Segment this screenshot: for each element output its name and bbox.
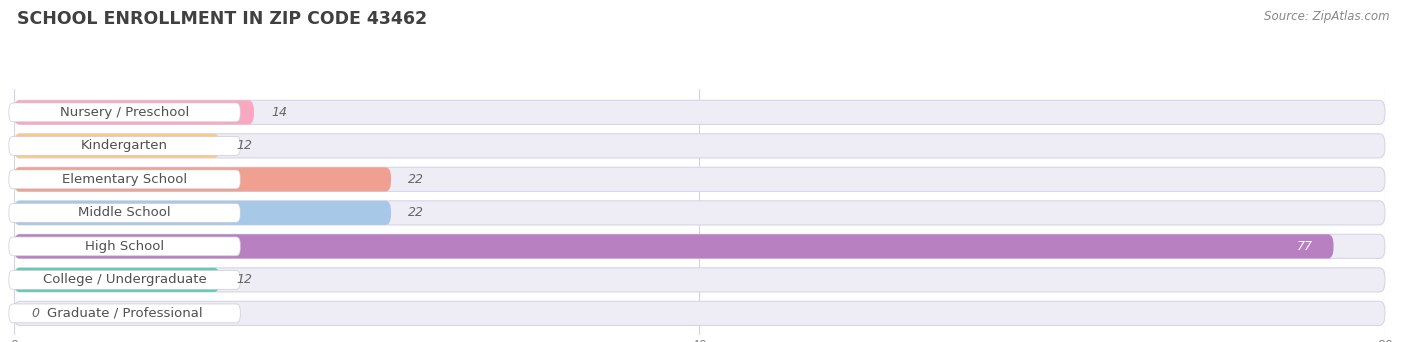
Text: College / Undergraduate: College / Undergraduate bbox=[42, 273, 207, 286]
FancyBboxPatch shape bbox=[14, 234, 1333, 259]
Text: 0: 0 bbox=[31, 307, 39, 320]
FancyBboxPatch shape bbox=[14, 100, 1385, 124]
FancyBboxPatch shape bbox=[14, 201, 1385, 225]
Text: 12: 12 bbox=[236, 273, 253, 286]
FancyBboxPatch shape bbox=[14, 100, 254, 124]
FancyBboxPatch shape bbox=[14, 201, 391, 225]
FancyBboxPatch shape bbox=[14, 167, 1385, 192]
FancyBboxPatch shape bbox=[14, 134, 1385, 158]
FancyBboxPatch shape bbox=[14, 167, 391, 192]
Text: Kindergarten: Kindergarten bbox=[82, 140, 169, 153]
Text: 12: 12 bbox=[236, 140, 253, 153]
Text: Nursery / Preschool: Nursery / Preschool bbox=[60, 106, 190, 119]
FancyBboxPatch shape bbox=[8, 271, 240, 289]
Text: 22: 22 bbox=[408, 206, 425, 219]
Text: High School: High School bbox=[84, 240, 165, 253]
Text: 22: 22 bbox=[408, 173, 425, 186]
Text: 77: 77 bbox=[1296, 240, 1313, 253]
Text: Elementary School: Elementary School bbox=[62, 173, 187, 186]
Text: Middle School: Middle School bbox=[79, 206, 172, 219]
FancyBboxPatch shape bbox=[8, 237, 240, 256]
FancyBboxPatch shape bbox=[14, 268, 219, 292]
FancyBboxPatch shape bbox=[14, 301, 1385, 326]
Text: Graduate / Professional: Graduate / Professional bbox=[46, 307, 202, 320]
FancyBboxPatch shape bbox=[8, 136, 240, 155]
FancyBboxPatch shape bbox=[14, 234, 1385, 259]
FancyBboxPatch shape bbox=[8, 170, 240, 189]
FancyBboxPatch shape bbox=[8, 103, 240, 122]
Text: SCHOOL ENROLLMENT IN ZIP CODE 43462: SCHOOL ENROLLMENT IN ZIP CODE 43462 bbox=[17, 10, 427, 28]
FancyBboxPatch shape bbox=[14, 134, 219, 158]
FancyBboxPatch shape bbox=[8, 304, 240, 323]
Text: 14: 14 bbox=[271, 106, 287, 119]
FancyBboxPatch shape bbox=[14, 268, 1385, 292]
Text: Source: ZipAtlas.com: Source: ZipAtlas.com bbox=[1264, 10, 1389, 23]
FancyBboxPatch shape bbox=[8, 203, 240, 222]
